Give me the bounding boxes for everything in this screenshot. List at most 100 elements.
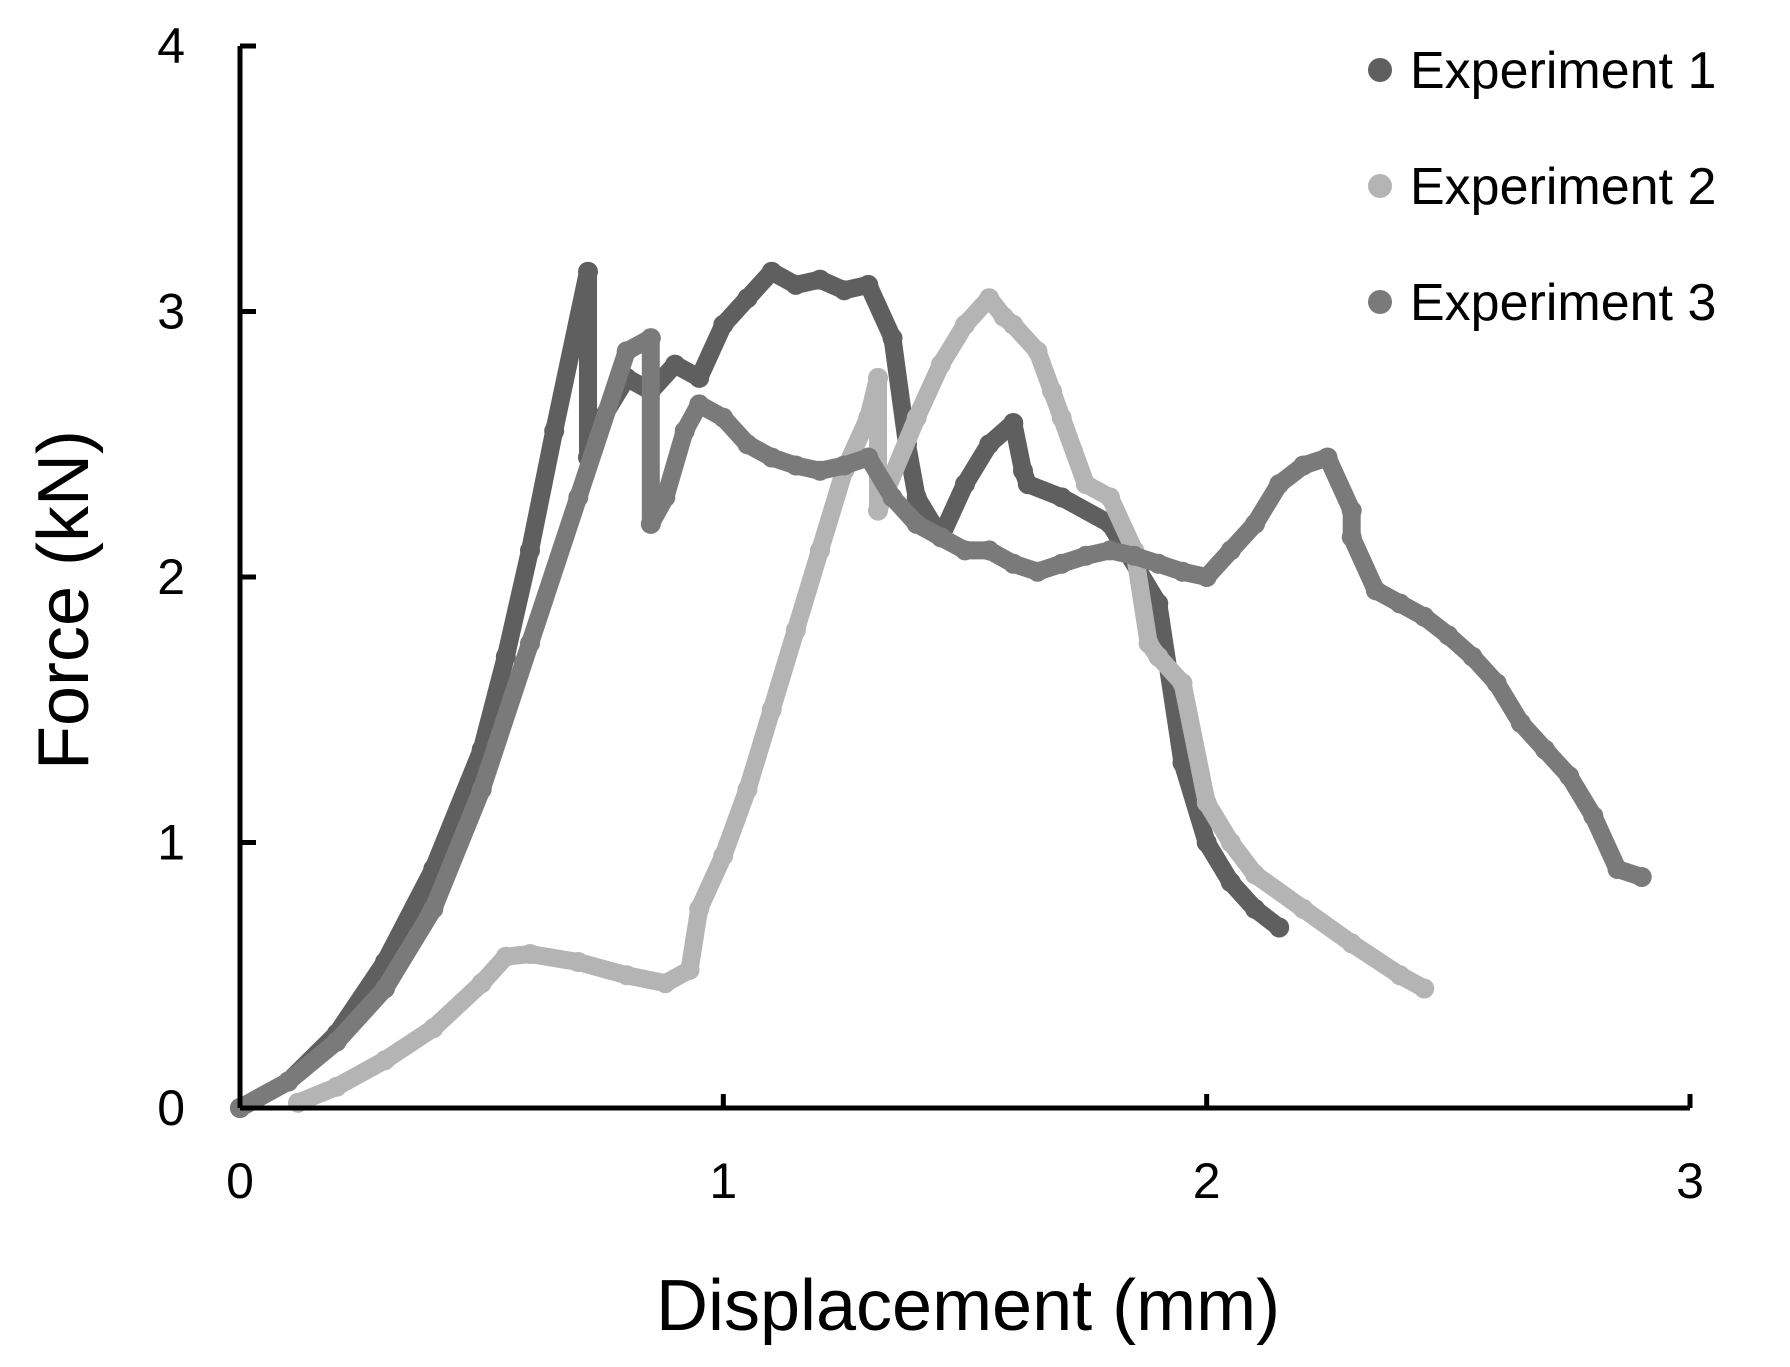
data-point-experiment-3 (882, 487, 903, 508)
data-point-experiment-3 (1124, 545, 1145, 566)
data-point-experiment-3 (1293, 455, 1314, 476)
data-point-experiment-3 (674, 421, 695, 441)
series-layer (230, 261, 1652, 1118)
legend-label-experiment-2: Experiment 2 (1410, 158, 1716, 216)
data-point-experiment-2 (679, 959, 700, 980)
data-point-experiment-3 (737, 434, 758, 455)
data-point-experiment-3 (1583, 806, 1604, 826)
data-point-experiment-3 (761, 447, 782, 468)
data-point-experiment-3 (640, 328, 661, 349)
tick-layer: 0 1 2 3 0 1 2 3 4 (157, 18, 1704, 1209)
data-point-experiment-3 (785, 455, 806, 476)
data-point-experiment-3 (655, 487, 676, 508)
data-point-experiment-1 (544, 421, 565, 441)
data-point-experiment-1 (882, 328, 903, 349)
data-point-experiment-1 (1196, 832, 1217, 853)
data-point-experiment-2 (1293, 898, 1314, 919)
data-point-experiment-2 (868, 367, 888, 388)
data-point-experiment-3 (689, 394, 710, 415)
data-point-experiment-2 (326, 1076, 347, 1097)
data-point-experiment-3 (326, 1031, 347, 1052)
data-point-experiment-3 (1535, 739, 1555, 760)
data-point-experiment-1 (1017, 474, 1038, 495)
data-point-experiment-1 (1003, 413, 1024, 433)
data-point-experiment-2 (423, 1018, 444, 1039)
data-point-experiment-1 (1148, 593, 1169, 614)
data-point-experiment-2 (1100, 487, 1120, 508)
data-point-experiment-1 (1220, 872, 1241, 893)
data-point-experiment-3 (1486, 673, 1507, 694)
legend: Experiment 1 Experiment 2 Experiment 3 (1368, 42, 1716, 332)
data-point-experiment-1 (689, 367, 710, 388)
data-point-experiment-3 (1341, 500, 1362, 521)
x-axis-title: Displacement (mm) (656, 1266, 1280, 1346)
data-point-experiment-2 (737, 779, 758, 800)
data-point-experiment-1 (810, 269, 830, 290)
data-point-experiment-3 (616, 341, 637, 362)
data-point-experiment-2 (1172, 673, 1193, 694)
x-tick-label: 2 (1193, 1153, 1221, 1209)
data-point-experiment-3 (471, 779, 492, 800)
data-point-experiment-1 (713, 314, 734, 335)
y-tick-label: 1 (157, 815, 185, 871)
data-point-experiment-3 (1341, 527, 1362, 548)
data-point-experiment-2 (1042, 381, 1062, 402)
x-tick-label: 0 (226, 1153, 254, 1209)
legend-marker-experiment-2 (1368, 174, 1392, 198)
data-point-experiment-1 (979, 434, 1000, 455)
data-point-experiment-2 (1148, 646, 1169, 667)
data-point-experiment-1 (1245, 898, 1265, 919)
data-point-experiment-3 (375, 978, 395, 999)
data-point-experiment-2 (761, 699, 782, 720)
data-point-experiment-3 (1390, 593, 1410, 614)
data-point-experiment-1 (1269, 917, 1290, 938)
legend-marker-experiment-3 (1368, 290, 1392, 314)
data-point-experiment-2 (375, 1050, 395, 1071)
data-point-experiment-2 (810, 540, 830, 561)
data-point-experiment-2 (785, 620, 806, 641)
data-point-experiment-1 (858, 274, 879, 295)
data-point-experiment-2 (1414, 978, 1435, 999)
data-point-experiment-2 (1051, 407, 1072, 428)
data-point-experiment-3 (810, 460, 830, 481)
data-point-experiment-1 (1051, 487, 1072, 508)
data-point-experiment-3 (1631, 867, 1652, 887)
y-tick-label: 2 (157, 549, 185, 605)
data-point-experiment-1 (834, 280, 855, 301)
data-point-experiment-3 (278, 1071, 299, 1092)
data-point-experiment-3 (1365, 580, 1386, 601)
data-point-experiment-3 (1172, 561, 1193, 582)
data-point-experiment-3 (955, 540, 975, 561)
axis-layer (237, 43, 1693, 1111)
data-point-experiment-3 (713, 407, 734, 428)
data-point-experiment-1 (520, 540, 540, 561)
data-point-experiment-2 (979, 288, 1000, 309)
data-point-experiment-3 (1148, 553, 1169, 574)
data-point-experiment-3 (1003, 553, 1024, 574)
data-point-experiment-2 (858, 407, 879, 428)
y-tick-label: 0 (157, 1080, 185, 1136)
data-point-experiment-2 (1341, 933, 1362, 954)
data-point-experiment-2 (1220, 832, 1241, 853)
data-point-experiment-3 (1559, 766, 1580, 787)
x-tick-label: 3 (1676, 1153, 1704, 1209)
data-point-experiment-2 (930, 354, 951, 375)
data-point-experiment-3 (834, 455, 855, 476)
legend-label-experiment-3: Experiment 3 (1410, 274, 1716, 332)
legend-marker-experiment-1 (1368, 58, 1392, 82)
data-point-experiment-3 (568, 487, 589, 508)
data-point-experiment-3 (858, 447, 879, 468)
data-point-experiment-3 (1414, 606, 1435, 627)
data-point-experiment-2 (616, 965, 637, 986)
legend-label-experiment-1: Experiment 1 (1410, 42, 1716, 100)
data-point-experiment-1 (495, 646, 516, 667)
data-point-experiment-3 (979, 540, 1000, 561)
data-point-experiment-3 (1245, 513, 1265, 534)
data-point-experiment-2 (955, 314, 975, 335)
data-point-experiment-3 (1269, 474, 1290, 495)
data-point-experiment-3 (640, 513, 661, 534)
series-line-experiment-1 (231, 262, 1289, 1117)
data-point-experiment-2 (1390, 965, 1410, 986)
data-point-experiment-2 (1003, 314, 1024, 335)
